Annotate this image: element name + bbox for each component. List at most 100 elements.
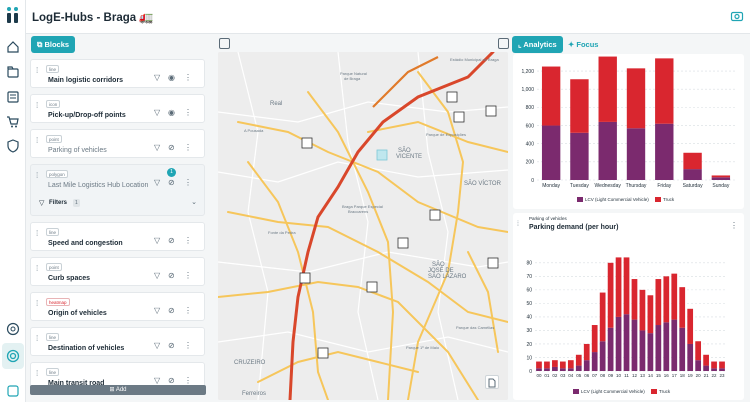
bar-truck xyxy=(626,68,646,129)
drag-handle-icon[interactable]: ⁞ xyxy=(36,264,39,273)
drag-handle-icon[interactable]: ⁞ xyxy=(36,369,39,378)
eye-off-icon[interactable]: ⊘ xyxy=(168,143,175,152)
layer-label: Destination of vehicles xyxy=(48,345,125,352)
drag-handle-icon[interactable]: ⁞ xyxy=(36,136,39,145)
x-tick-label: 10 xyxy=(616,373,622,378)
top-bar: LogE-Hubs - Braga 🚛 xyxy=(26,0,750,34)
brand-icon[interactable] xyxy=(2,343,24,369)
analytics-tab[interactable]: ⌞ Analytics xyxy=(512,36,563,53)
drag-handle-icon[interactable]: ⁞ xyxy=(36,66,39,75)
folders-icon[interactable] xyxy=(6,65,20,79)
filter-icon[interactable]: ▽ xyxy=(154,376,161,385)
eye-off-icon[interactable]: ⊘ xyxy=(168,236,175,245)
more-icon[interactable]: ⋮ xyxy=(184,73,192,82)
layer-label: Curb spaces xyxy=(48,275,91,282)
eye-off-icon[interactable]: ⊘ xyxy=(168,376,175,385)
filter-icon[interactable]: ▽ xyxy=(154,236,161,245)
layer-type-tag: line xyxy=(46,65,60,73)
y-tick-label: 80 xyxy=(526,261,532,267)
y-tick-label: 30 xyxy=(526,328,532,334)
weekly-chart-card: 0 200 400 600 800 1,000 1,200 Monday Tuesday Wedn… xyxy=(513,54,744,209)
blocks-tab[interactable]: ⧉ Blocks xyxy=(31,36,76,53)
drag-handle-icon[interactable]: ⁞ xyxy=(36,334,39,343)
layer-card[interactable]: ⁞ point Parking of vehicles ▽ ⊘ ⋮ xyxy=(30,129,205,158)
help-icon[interactable] xyxy=(6,322,20,336)
collapse-left-icon[interactable] xyxy=(219,38,230,49)
drag-handle-icon[interactable]: ⁞ xyxy=(36,171,39,180)
bar-truck xyxy=(719,361,725,369)
filter-icon[interactable]: ▽ xyxy=(154,108,161,117)
layer-card[interactable]: ⁞ line Main logistic corridors ▽ ◉ ⋮ xyxy=(30,59,205,88)
bar-truck xyxy=(575,354,582,366)
filter-icon[interactable]: ▽ xyxy=(154,178,161,187)
drag-handle-icon[interactable]: ⁞ xyxy=(36,299,39,308)
cart-icon[interactable] xyxy=(6,115,20,129)
bar-lcv xyxy=(598,121,617,180)
bar-lcv xyxy=(631,319,638,371)
svg-text:SÃO: SÃO xyxy=(432,261,445,268)
svg-text:SÃO VÍCTOR: SÃO VÍCTOR xyxy=(464,180,502,187)
filter-icon[interactable]: ▽ xyxy=(154,143,161,152)
layer-card[interactable]: ⁞ icon Pick-up/Drop-off points ▽ ◉ ⋮ xyxy=(30,94,205,123)
add-layer-button[interactable]: ⊞ Add xyxy=(30,385,206,395)
filters-row[interactable]: ▽ Filters 1 ⌄ xyxy=(37,196,199,212)
more-icon[interactable]: ⋮ xyxy=(184,271,192,280)
home-icon[interactable] xyxy=(6,40,20,54)
y-tick-label: 1,000 xyxy=(521,87,534,93)
more-icon[interactable]: ⋮ xyxy=(184,108,192,117)
drag-handle-icon[interactable]: ⁞ xyxy=(36,101,39,110)
layer-card[interactable]: ⁞ point Curb spaces ▽ ⊘ ⋮ xyxy=(30,257,205,286)
layer-card[interactable]: ⁞ heatmap Origin of vehicles ▽ ⊘ ⋮ xyxy=(30,292,205,321)
camera-icon[interactable] xyxy=(730,9,744,23)
eye-icon[interactable]: ◉ xyxy=(168,73,175,82)
bar-lcv xyxy=(647,333,654,371)
map-view[interactable]: Real SÃO VICENTE SÃO VÍCTOR SÃO JOSÉ DE SÃO… xyxy=(218,52,508,400)
bar-truck xyxy=(639,289,646,331)
legend-label: Truck xyxy=(663,197,675,202)
drag-handle-icon[interactable]: ⁞ xyxy=(36,229,39,238)
more-icon[interactable]: ⋮ xyxy=(184,178,192,187)
more-icon[interactable]: ⋮ xyxy=(184,341,192,350)
x-tick-label: Wednesday xyxy=(595,183,622,189)
bar-lcv xyxy=(639,330,646,371)
x-tick-label: Monday xyxy=(542,183,560,189)
eye-off-icon[interactable]: ⊘ xyxy=(168,341,175,350)
more-icon[interactable]: ⋮ xyxy=(184,143,192,152)
filters-label: Filters xyxy=(49,200,68,206)
layer-card[interactable]: ⁞ line Speed and congestion ▽ ⊘ ⋮ xyxy=(30,222,205,251)
x-tick-label: 18 xyxy=(680,373,686,378)
filter-icon[interactable]: ▽ xyxy=(154,341,161,350)
bar-truck xyxy=(679,287,686,328)
collapse-right-icon[interactable] xyxy=(498,38,509,49)
x-tick-label: 05 xyxy=(576,373,582,378)
filter-icon[interactable]: ▽ xyxy=(154,271,161,280)
eye-off-icon[interactable]: ⊘ xyxy=(168,271,175,280)
layer-card-expanded[interactable]: ⁞ polygon Last Mile Logistics Hub Locati… xyxy=(30,164,205,216)
more-icon[interactable]: ⋮ xyxy=(184,306,192,315)
compass-icon[interactable] xyxy=(6,384,20,398)
more-icon[interactable]: ⋮ xyxy=(184,376,192,385)
drag-handle-icon[interactable]: ⁞ xyxy=(517,221,519,228)
focus-tab[interactable]: ✦ Focus xyxy=(568,40,599,49)
more-icon[interactable]: ⋮ xyxy=(184,236,192,245)
bar-lcv xyxy=(536,368,542,371)
eye-icon[interactable]: ◉ xyxy=(168,108,175,117)
news-icon[interactable] xyxy=(6,90,20,104)
eye-off-icon[interactable]: ⊘ xyxy=(168,178,175,187)
bar-lcv xyxy=(695,360,702,371)
map-document-button[interactable] xyxy=(485,375,499,389)
filter-icon[interactable]: ▽ xyxy=(154,73,161,82)
svg-text:VICENTE: VICENTE xyxy=(396,154,422,160)
more-icon[interactable]: ⋮ xyxy=(730,221,738,230)
x-tick-label: 23 xyxy=(720,373,726,378)
x-tick-label: 21 xyxy=(704,373,710,378)
eye-off-icon[interactable]: ⊘ xyxy=(168,306,175,315)
filter-icon[interactable]: ▽ xyxy=(154,306,161,315)
layer-card[interactable]: ⁞ line Destination of vehicles ▽ ⊘ ⋮ xyxy=(30,327,205,356)
y-tick-label: 200 xyxy=(526,160,535,166)
layer-label: Speed and congestion xyxy=(48,240,123,247)
legend-swatch-lcv xyxy=(573,389,579,394)
shield-icon[interactable] xyxy=(6,139,20,153)
chevron-down-icon[interactable]: ⌄ xyxy=(191,199,197,206)
